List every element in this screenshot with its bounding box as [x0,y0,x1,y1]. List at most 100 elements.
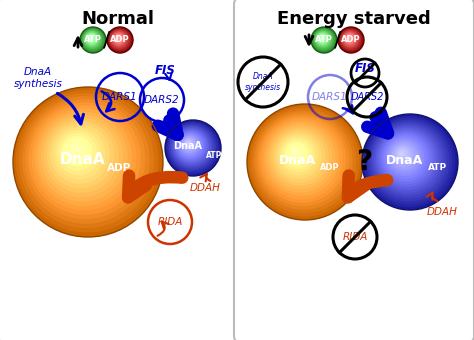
Circle shape [346,34,353,42]
Circle shape [59,133,97,171]
Circle shape [28,102,141,215]
Text: DnaA: DnaA [173,141,202,151]
Circle shape [280,137,315,172]
Circle shape [109,30,129,49]
Circle shape [338,27,364,53]
Circle shape [368,120,449,202]
Circle shape [285,142,308,165]
Circle shape [320,36,324,40]
Circle shape [266,123,336,193]
Text: ATP: ATP [206,151,222,159]
Text: /: / [103,30,111,50]
Circle shape [395,148,410,162]
Circle shape [319,35,326,41]
Circle shape [338,28,363,52]
Circle shape [86,33,98,45]
Circle shape [90,37,92,39]
Circle shape [117,37,119,39]
Circle shape [181,136,198,153]
Text: DnaA: DnaA [59,153,105,168]
Circle shape [376,128,438,190]
Circle shape [318,33,328,44]
Circle shape [319,35,325,41]
Circle shape [388,140,421,173]
Circle shape [187,142,190,144]
Circle shape [86,33,97,44]
Circle shape [84,31,100,47]
Circle shape [186,141,191,146]
Circle shape [82,29,104,51]
Circle shape [317,33,328,45]
Circle shape [183,138,194,150]
Circle shape [254,111,353,210]
Circle shape [264,121,339,196]
FancyBboxPatch shape [234,0,474,340]
Circle shape [179,134,201,156]
Circle shape [22,96,150,224]
Circle shape [292,149,298,155]
Circle shape [173,128,210,165]
Circle shape [110,30,128,48]
Circle shape [37,112,128,202]
Circle shape [35,108,132,206]
Text: ADP: ADP [341,35,361,45]
Circle shape [400,151,404,156]
Circle shape [168,123,216,171]
Circle shape [166,121,219,174]
Circle shape [47,121,114,188]
Circle shape [108,28,131,51]
Text: DnaA: DnaA [386,153,424,167]
Circle shape [108,28,132,52]
Text: DnaA
synthesis: DnaA synthesis [14,67,63,89]
Circle shape [364,116,455,207]
Circle shape [68,142,83,157]
Circle shape [383,136,427,179]
Circle shape [374,126,441,193]
Circle shape [315,31,332,48]
Circle shape [174,129,208,163]
Text: DARS2: DARS2 [144,95,180,105]
Circle shape [81,28,105,52]
Circle shape [182,137,196,151]
Circle shape [107,27,133,53]
Circle shape [88,35,94,41]
Circle shape [312,29,335,51]
Circle shape [115,35,121,41]
Circle shape [386,138,424,176]
Circle shape [346,35,353,41]
Circle shape [347,36,351,40]
Text: ATP: ATP [428,164,447,172]
Circle shape [256,114,349,206]
Circle shape [320,37,323,39]
Circle shape [90,37,91,38]
Circle shape [345,33,355,44]
Circle shape [19,93,154,228]
Circle shape [87,34,96,43]
Circle shape [343,32,356,45]
Text: RIDA: RIDA [157,217,182,227]
Circle shape [180,135,200,154]
Circle shape [80,27,106,53]
Text: FIS: FIS [355,62,375,74]
Circle shape [16,90,159,233]
Circle shape [117,37,118,38]
Circle shape [378,130,435,187]
Circle shape [397,149,407,159]
Text: DARS1: DARS1 [312,92,348,102]
Text: DDAH: DDAH [427,207,457,217]
Circle shape [273,130,325,182]
Circle shape [370,122,447,199]
Text: ATP: ATP [315,35,333,45]
Text: ADP: ADP [320,163,340,171]
Circle shape [313,29,334,50]
Circle shape [382,134,429,182]
Circle shape [114,34,123,43]
Circle shape [84,31,100,48]
Circle shape [321,37,322,38]
Circle shape [314,30,332,48]
Circle shape [347,37,350,39]
Text: DnaA: DnaA [279,153,317,167]
Circle shape [261,118,343,200]
Circle shape [339,28,363,51]
Circle shape [113,33,125,45]
